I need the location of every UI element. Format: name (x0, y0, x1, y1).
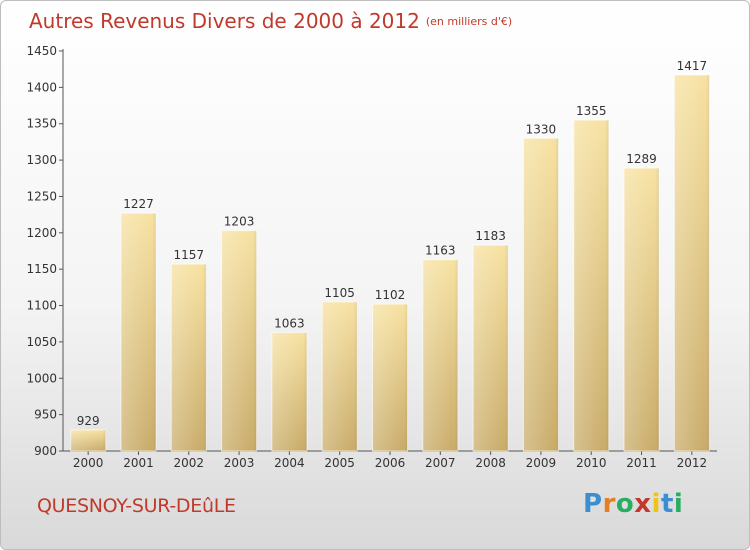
x-tick-label-2010: 2010 (576, 456, 607, 470)
x-tick-label-2005: 2005 (324, 456, 355, 470)
logo-letter: P (583, 489, 603, 519)
value-label-2010: 1355 (576, 104, 607, 118)
bar-shade-2000 (70, 429, 106, 451)
axes: 900 950 1000 1050 1100 1150 1200 1250 1300 1350 14… (26, 44, 717, 470)
bars (70, 74, 710, 452)
bar-shade-2001 (120, 213, 156, 451)
y-tick-label: 1250 (26, 189, 57, 203)
y-tick-label: 1450 (26, 44, 57, 58)
value-label-2004: 1063 (274, 316, 305, 330)
value-label-2011: 1289 (626, 152, 657, 166)
x-tick-label-2009: 2009 (526, 456, 557, 470)
value-labels: 929 1227 1157 1203 1063 1105 1102 1163 1183 1330 1… (77, 59, 707, 428)
value-label-2003: 1203 (224, 215, 255, 229)
x-tick-label-2011: 2011 (626, 456, 657, 470)
logo-letter: x (634, 489, 652, 519)
bar-shade-2007 (422, 259, 458, 451)
city-name: QUESNOY-SUR-DEûLE (37, 495, 236, 517)
x-tick-label-2000: 2000 (73, 456, 104, 470)
logo-letter: t (660, 489, 674, 519)
bar-shade-2008 (473, 245, 509, 451)
bar-shade-2003 (221, 230, 257, 451)
value-label-2007: 1163 (425, 244, 456, 258)
y-tick-label: 1100 (26, 299, 57, 313)
x-tick-label-2007: 2007 (425, 456, 456, 470)
value-label-2000: 929 (77, 414, 100, 428)
chart-title: Autres Revenus Divers de 2000 à 2012 (en … (29, 9, 512, 33)
logo-letter: i (673, 489, 684, 519)
logo-letter: r (602, 489, 616, 519)
logo-letter: i (651, 489, 661, 519)
bar-shade-2004 (271, 332, 307, 451)
bar-shade-2010 (573, 120, 609, 451)
bar-shade-2011 (624, 168, 660, 451)
x-tick-label-2002: 2002 (173, 456, 204, 470)
x-tick-label-2003: 2003 (224, 456, 255, 470)
bar-shade-2009 (523, 138, 559, 452)
x-tick-label-2008: 2008 (475, 456, 506, 470)
bar-shade-2006 (372, 304, 408, 451)
x-tick-label-2006: 2006 (375, 456, 406, 470)
x-tick-label-2012: 2012 (677, 456, 708, 470)
value-label-2012: 1417 (677, 59, 708, 73)
y-tick-label: 950 (34, 408, 57, 422)
bar-shade-2002 (171, 264, 207, 451)
chart-unit: (en milliers d'€) (425, 15, 513, 28)
logo-letter: o (615, 489, 635, 519)
y-tick-label: 1150 (26, 262, 57, 276)
x-tick-label-2001: 2001 (123, 456, 154, 470)
value-label-2002: 1157 (173, 248, 204, 262)
proxiti-logo: Proxiti (583, 489, 683, 519)
bar-shade-2005 (322, 301, 358, 451)
value-label-2006: 1102 (375, 288, 406, 302)
y-tick-label: 1300 (26, 153, 57, 167)
value-label-2001: 1227 (123, 197, 154, 211)
y-tick-label: 900 (34, 444, 57, 458)
x-tick-label-2004: 2004 (274, 456, 305, 470)
y-tick-label: 1350 (26, 117, 57, 131)
value-label-2008: 1183 (475, 229, 506, 243)
bar-shade-2012 (674, 75, 710, 451)
y-tick-label: 1400 (26, 80, 57, 94)
value-label-2009: 1330 (526, 122, 557, 136)
y-tick-label: 1200 (26, 226, 57, 240)
y-tick-label: 1000 (26, 371, 57, 385)
chart-title-text: Autres Revenus Divers de 2000 à 2012 (29, 9, 420, 33)
value-label-2005: 1105 (324, 286, 355, 300)
y-tick-label: 1050 (26, 335, 57, 349)
